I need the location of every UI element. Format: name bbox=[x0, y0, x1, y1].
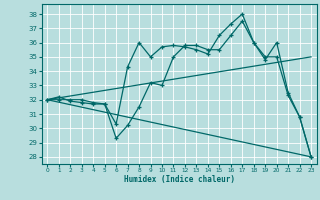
X-axis label: Humidex (Indice chaleur): Humidex (Indice chaleur) bbox=[124, 175, 235, 184]
